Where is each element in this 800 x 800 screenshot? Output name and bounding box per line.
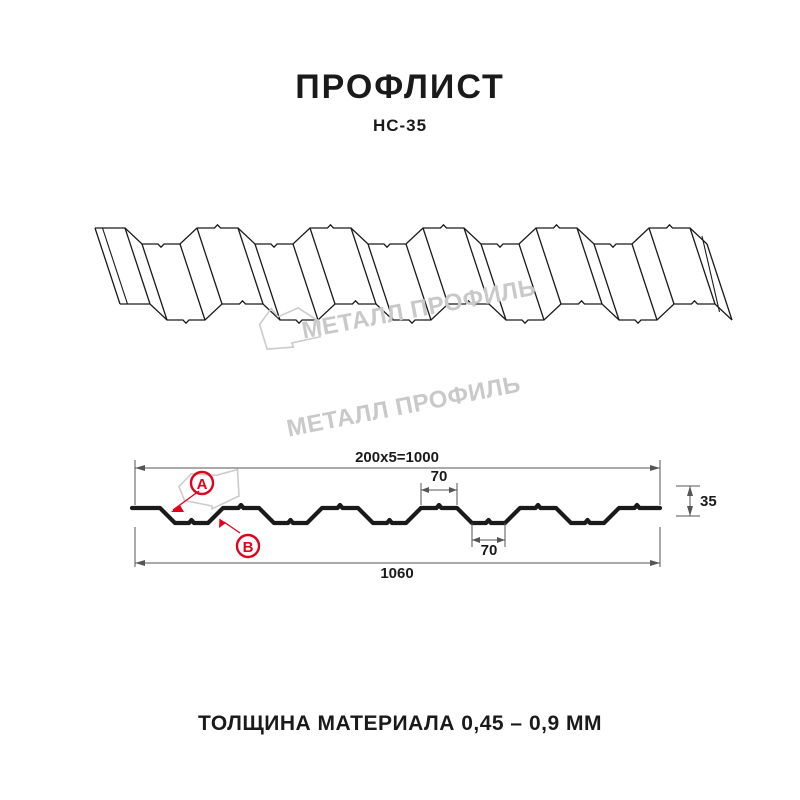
- svg-text:70: 70: [431, 468, 448, 485]
- svg-text:70: 70: [481, 542, 498, 559]
- svg-text:A: A: [197, 476, 208, 493]
- svg-text:200x5=1000: 200x5=1000: [355, 449, 439, 466]
- svg-text:МЕТАЛЛ ПРОФИЛЬ: МЕТАЛЛ ПРОФИЛЬ: [285, 371, 523, 443]
- svg-text:B: B: [243, 539, 254, 556]
- svg-text:35: 35: [700, 493, 717, 510]
- svg-text:1060: 1060: [380, 565, 413, 582]
